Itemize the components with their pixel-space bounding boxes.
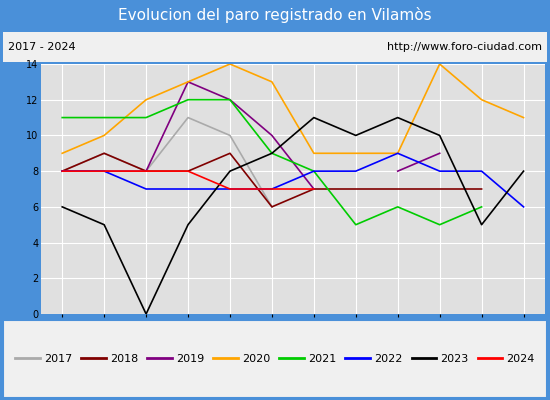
Text: Evolucion del paro registrado en Vilamòs: Evolucion del paro registrado en Vilamòs — [118, 7, 432, 23]
Text: 2017 - 2024: 2017 - 2024 — [8, 42, 76, 52]
Text: http://www.foro-ciudad.com: http://www.foro-ciudad.com — [387, 42, 542, 52]
Legend: 2017, 2018, 2019, 2020, 2021, 2022, 2023, 2024: 2017, 2018, 2019, 2020, 2021, 2022, 2023… — [11, 350, 539, 368]
